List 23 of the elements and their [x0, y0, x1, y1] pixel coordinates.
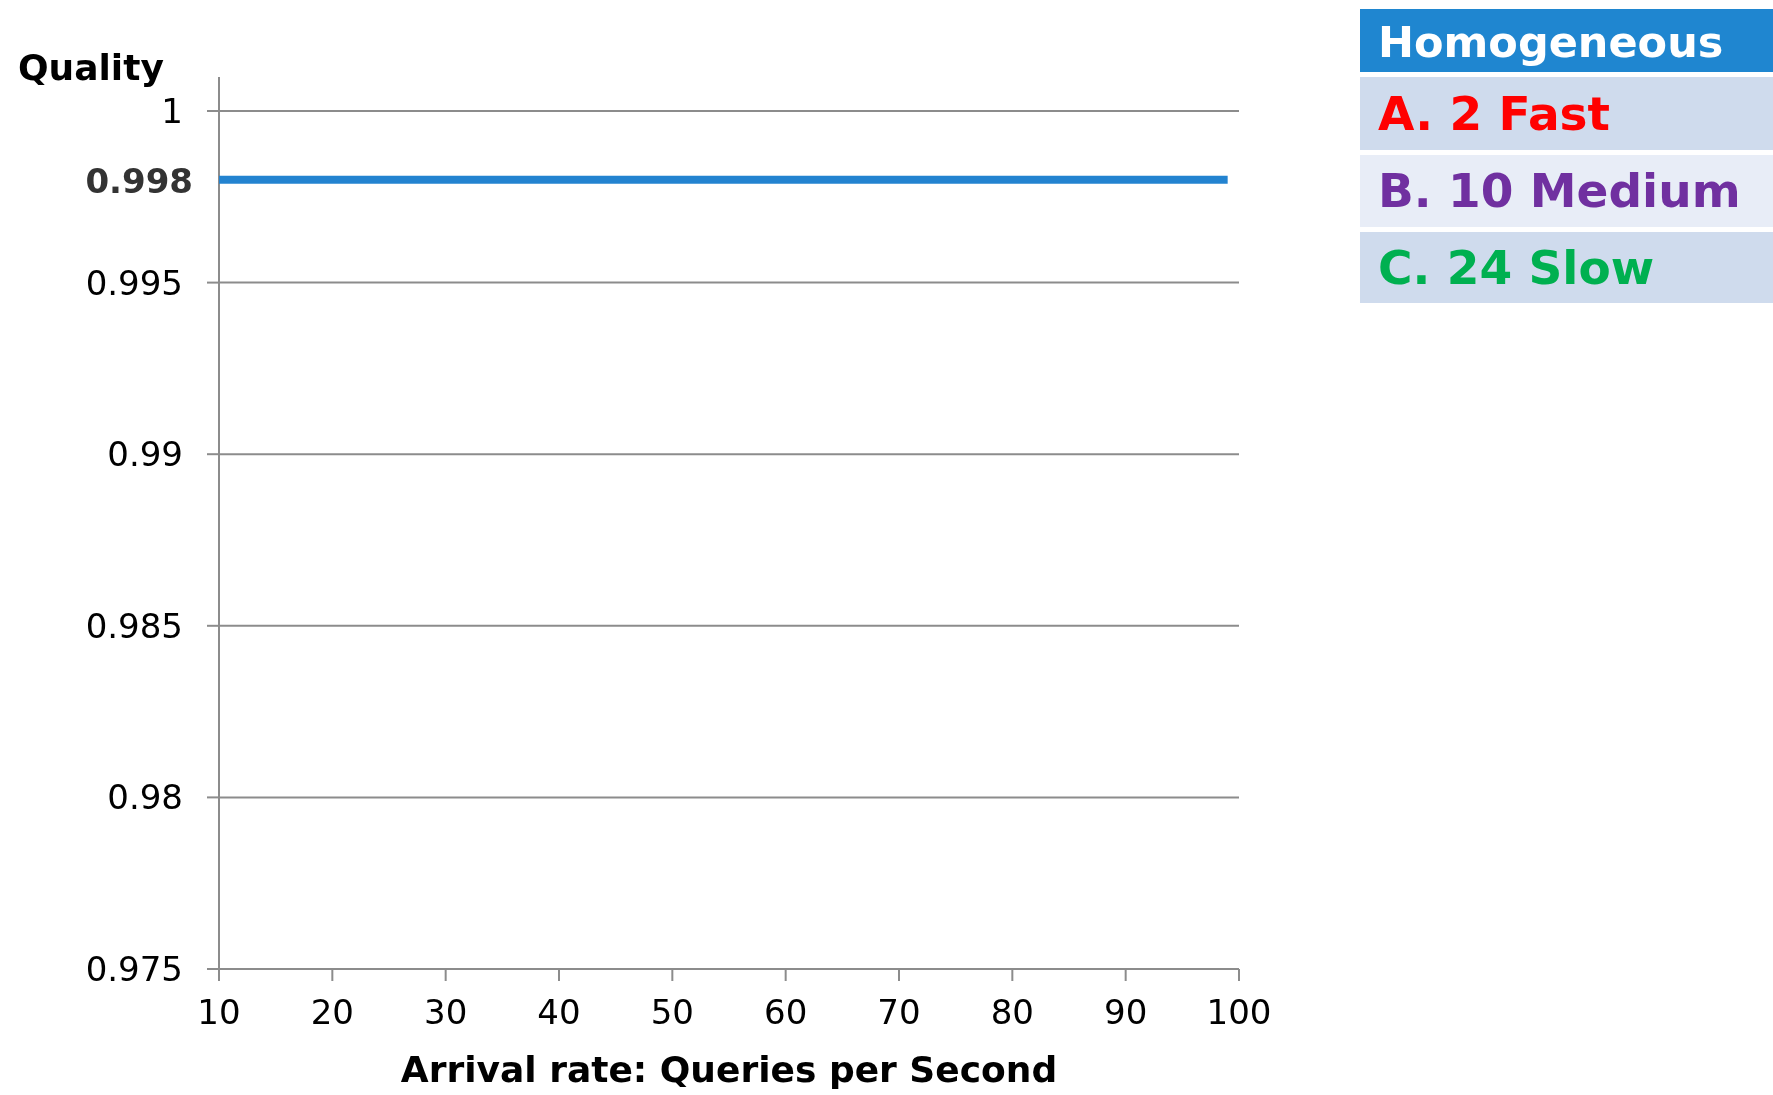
- x-tick-label: 20: [310, 992, 354, 1032]
- x-tick-label: 80: [990, 992, 1034, 1032]
- y-tick-label: 0.98: [107, 777, 183, 818]
- y-tick-label: 0.99: [107, 434, 183, 475]
- text: C. 24 Slow: [1378, 239, 1655, 295]
- y-tick-label: 0.985: [85, 605, 183, 646]
- y-axis-title: Quality: [18, 47, 164, 88]
- text: B. 10 Medium: [1378, 163, 1741, 218]
- y-tick-label: 0.995: [85, 262, 183, 303]
- x-tick-label: 100: [1206, 992, 1272, 1032]
- x-tick-label: 40: [537, 992, 581, 1032]
- x-tick-label: 30: [424, 992, 468, 1032]
- text: A. 2 Fast: [1378, 85, 1611, 141]
- x-axis-title: Arrival rate: Queries per Second: [400, 1049, 1058, 1090]
- x-tick-label: 50: [650, 992, 694, 1032]
- y-tick-label: 1: [161, 91, 183, 131]
- x-tick-label: 90: [1104, 992, 1148, 1032]
- text: Homogeneous: [1378, 16, 1724, 67]
- y-tick-label: 0.975: [85, 949, 183, 989]
- annotation: 0.998: [85, 160, 193, 201]
- x-tick-label: 60: [764, 992, 808, 1032]
- x-tick-label: 10: [197, 992, 241, 1032]
- x-tick-label: 70: [877, 992, 921, 1032]
